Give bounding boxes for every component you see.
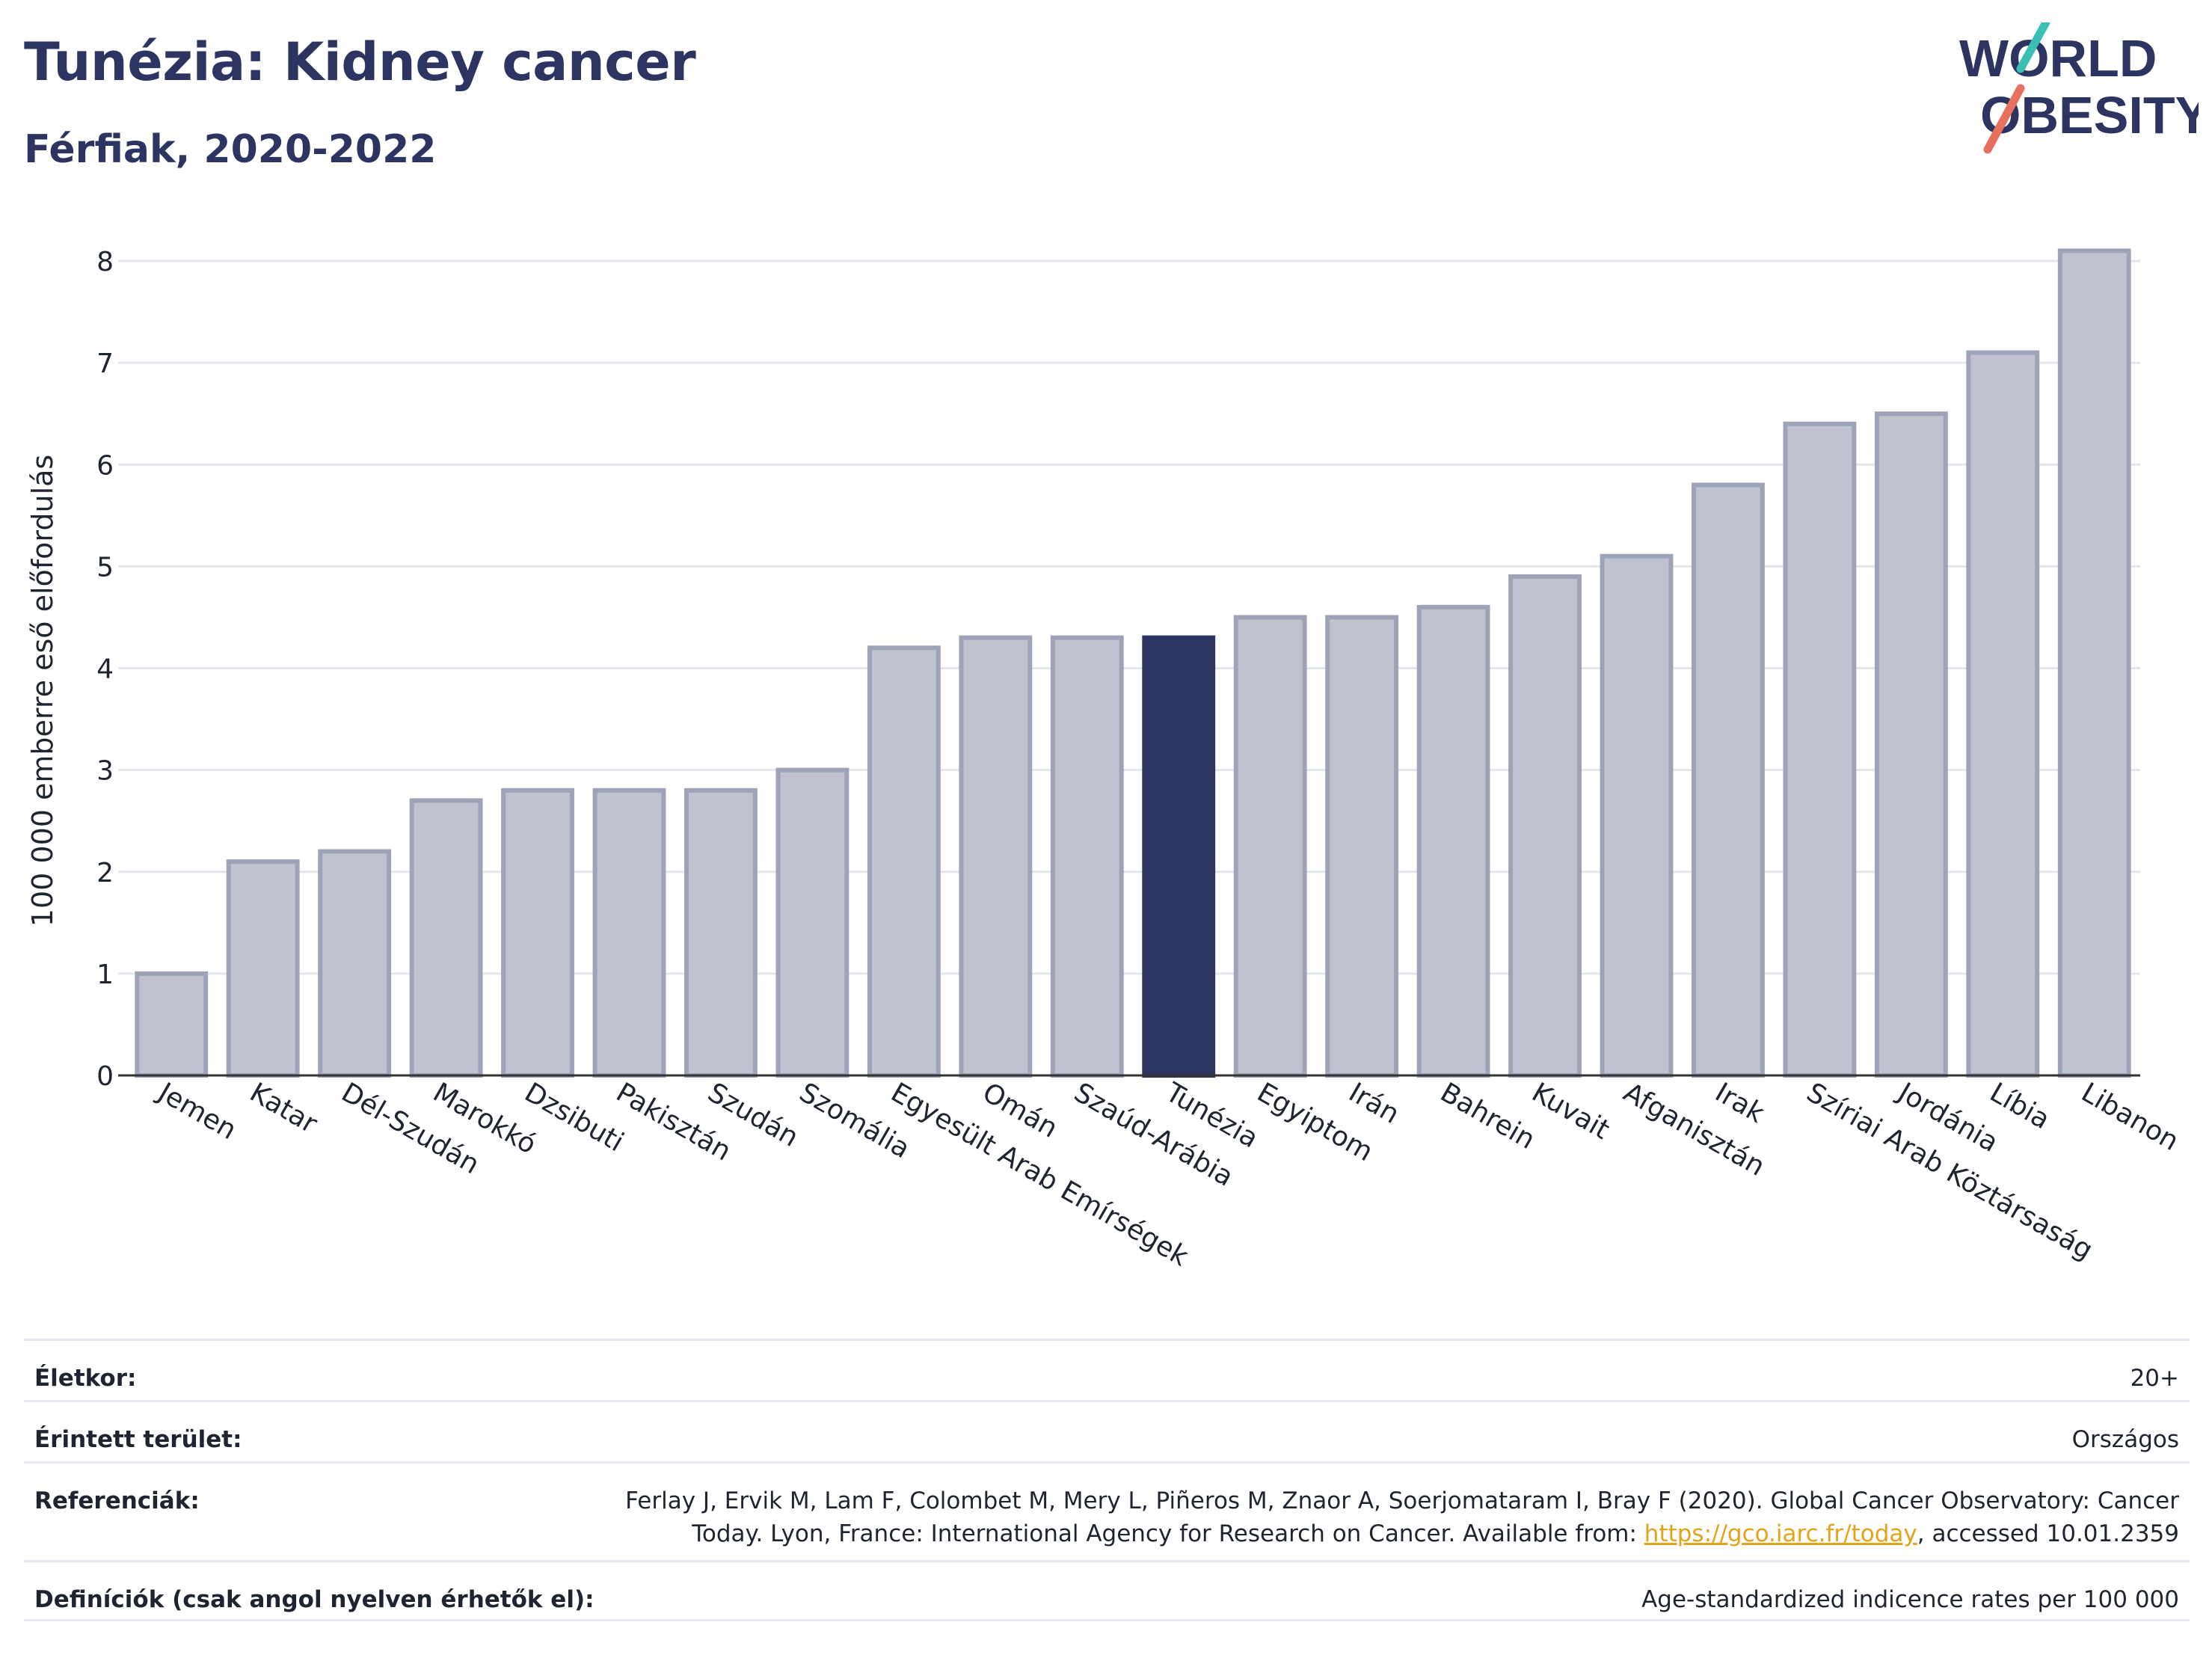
bar-jemen — [135, 971, 209, 1078]
x-tick-label: Dzsibuti — [520, 1077, 629, 1158]
bar-jordánia — [1874, 411, 1948, 1078]
references-value: Ferlay J, Ervik M, Lam F, Colombet M, Me… — [625, 1484, 2179, 1550]
bar-afganisztán — [1600, 553, 1674, 1078]
y-tick-label: 8 — [96, 247, 114, 277]
y-tick-label: 5 — [96, 552, 114, 583]
page-subtitle: Férfiak, 2020-2022 — [24, 127, 437, 172]
world-obesity-logo: WORLD OBESITY — [1959, 22, 2199, 154]
bar-marokkó — [409, 798, 483, 1078]
y-tick-label: 1 — [96, 959, 114, 990]
references-label: Referenciák: — [34, 1487, 200, 1514]
bar-libanon — [2057, 248, 2131, 1078]
x-tick-label: Kuvait — [1527, 1077, 1615, 1146]
bar-szaúd-arábia — [1050, 635, 1124, 1078]
area-value: Országos — [2071, 1426, 2179, 1453]
bar-irán — [1325, 615, 1399, 1078]
y-axis-label: 100 000 emberre eső előfordulás — [26, 455, 59, 927]
x-tick-label: Katar — [245, 1077, 322, 1140]
x-tick-label: Irán — [1344, 1077, 1404, 1130]
meta-row-references: Referenciák: Ferlay J, Ervik M, Lam F, C… — [24, 1461, 2190, 1560]
x-tick-label: Szaúd-Arábia — [1069, 1077, 1238, 1193]
reference-text-1: Ferlay J, Ervik M, Lam F, Colombet M, Me… — [625, 1487, 2179, 1514]
area-label: Érintett terület: — [34, 1426, 242, 1453]
x-tick-label: Bahrein — [1435, 1077, 1540, 1155]
meta-row-definitions: Definíciók (csak angol nyelven érhetők e… — [24, 1560, 2190, 1621]
bar-irak — [1692, 482, 1765, 1078]
bar-katar — [226, 859, 300, 1078]
definitions-value: Age-standardized indicence rates per 100… — [1641, 1586, 2179, 1613]
bars — [135, 248, 2131, 1078]
logo-line-world: WORLD — [1959, 29, 2157, 87]
y-tick-label: 2 — [96, 858, 114, 888]
x-tick-label: Irak — [1709, 1077, 1769, 1129]
bar-szíriai-arab-köztársaság — [1783, 421, 1857, 1078]
bar-kuvait — [1508, 574, 1582, 1078]
bar-líbia — [1966, 350, 2040, 1078]
y-tick-label: 3 — [96, 756, 114, 787]
x-tick-label: Jemen — [152, 1076, 242, 1146]
logo-slash-teal — [2016, 22, 2050, 73]
reference-text-3: , accessed 10.01.2359 — [1917, 1520, 2179, 1547]
definitions-label: Definíciók (csak angol nyelven érhetők e… — [34, 1586, 595, 1613]
x-tick-label: Libanon — [2076, 1077, 2184, 1157]
bar-szudán — [684, 787, 758, 1078]
page-title: Tunézia: Kidney cancer — [24, 31, 696, 93]
bar-tunézia — [1142, 635, 1216, 1078]
bar-egyesült-arab-emírségek — [867, 645, 941, 1078]
metadata-table: Életkor: 20+ Érintett terület: Országos … — [24, 1339, 2190, 1621]
age-label: Életkor: — [34, 1365, 137, 1392]
bar-dél-szudán — [318, 849, 392, 1078]
bar-dzsibuti — [501, 787, 574, 1078]
bar-omán — [959, 635, 1033, 1078]
bar-pakisztán — [592, 787, 666, 1078]
y-tick-label: 6 — [96, 450, 114, 481]
meta-row-age: Életkor: 20+ — [24, 1339, 2190, 1400]
meta-row-area: Érintett terület: Országos — [24, 1400, 2190, 1461]
y-tick-label: 0 — [96, 1061, 114, 1092]
bar-egyiptom — [1233, 615, 1307, 1078]
y-tick-label: 7 — [96, 348, 114, 379]
reference-link[interactable]: https://gco.iarc.fr/today — [1644, 1520, 1917, 1547]
logo-slash-coral — [1983, 84, 2025, 154]
reference-text-2: Today. Lyon, France: International Agenc… — [692, 1520, 1644, 1547]
y-tick-label: 4 — [96, 654, 114, 685]
bar-bahrein — [1416, 604, 1490, 1078]
age-value: 20+ — [2130, 1365, 2179, 1392]
bar-szomália — [775, 767, 850, 1078]
